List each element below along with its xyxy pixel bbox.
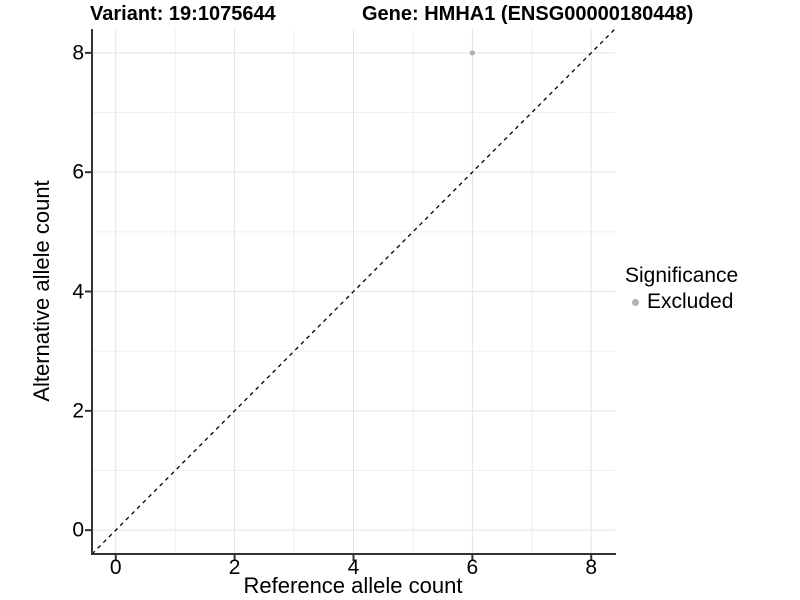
legend: Significance Excluded bbox=[625, 264, 738, 314]
x-tick-label: 4 bbox=[347, 556, 360, 579]
x-tick-label: 8 bbox=[585, 556, 598, 579]
x-tick-label: 0 bbox=[109, 556, 122, 579]
legend-item-label: Excluded bbox=[647, 290, 734, 313]
plot-title-gene: Gene: HMHA1 (ENSG00000180448) bbox=[362, 3, 694, 25]
plot-title-variant: Variant: 19:1075644 bbox=[90, 3, 276, 25]
y-tick-label: 8 bbox=[72, 41, 84, 65]
legend-item-excluded: Excluded bbox=[625, 290, 738, 314]
y-axis-title: Alternative allele count bbox=[29, 180, 54, 402]
y-tick-label: 0 bbox=[72, 518, 84, 542]
x-tick-label: 2 bbox=[228, 556, 241, 579]
y-tick-label: 4 bbox=[72, 280, 84, 303]
legend-title: Significance bbox=[625, 264, 739, 287]
data-point bbox=[469, 50, 475, 56]
y-tick-label: 2 bbox=[72, 399, 84, 423]
x-tick-label: 6 bbox=[466, 556, 479, 579]
identity-line bbox=[91, 28, 616, 555]
excluded-marker-icon bbox=[632, 298, 639, 306]
x-axis-title: Reference allele count bbox=[243, 573, 463, 598]
y-tick-label: 6 bbox=[72, 160, 84, 184]
